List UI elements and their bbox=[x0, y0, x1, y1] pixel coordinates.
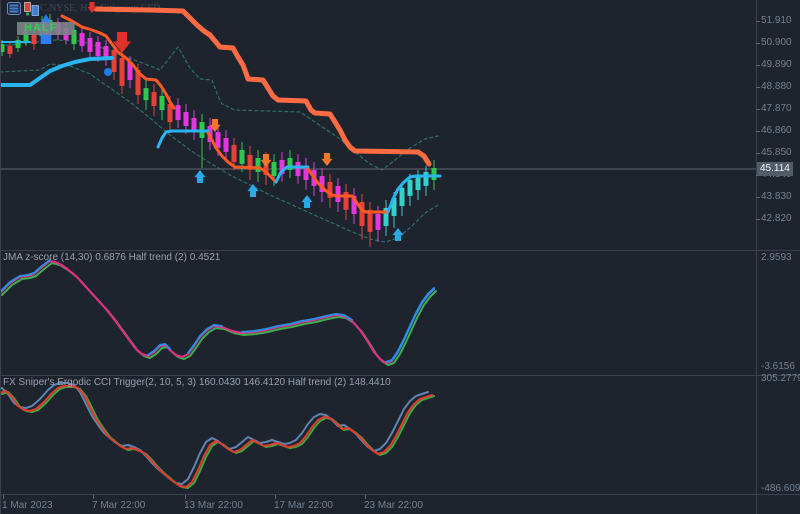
indicator-label-fx-sniper[interactable]: FX Sniper's Ergodic CCI Trigger(2, 10, 5… bbox=[3, 377, 391, 388]
buy-arrow bbox=[194, 170, 206, 183]
time-axis-label: 17 Mar 22:00 bbox=[274, 500, 333, 511]
indicator-axis-max: 305.2779 bbox=[761, 373, 800, 384]
buy-arrow bbox=[247, 184, 259, 197]
sell-arrow bbox=[260, 154, 272, 167]
indicator-axis-min: -486.6095 bbox=[761, 483, 800, 494]
panel-separator[interactable] bbox=[0, 375, 800, 376]
chart-symbol-timeframe: C.NYSE, H bbox=[40, 3, 88, 14]
time-axis-label: 1 Mar 2023 bbox=[2, 500, 53, 511]
sell-arrow bbox=[87, 2, 97, 13]
indicator-label-jma-zscore[interactable]: JMA z-score (14,30) 0.6876 Half trend (2… bbox=[3, 252, 221, 263]
halftrend-label-box: HALF bbox=[17, 22, 74, 35]
price-axis-label: 46.860 bbox=[761, 124, 792, 136]
time-axis-tick bbox=[275, 495, 276, 499]
price-axis-tick bbox=[756, 218, 760, 220]
indicator-axis-min: -3.6156 bbox=[761, 361, 795, 372]
quotes-grid-icon[interactable] bbox=[7, 2, 21, 15]
price-axis-label: 43.830 bbox=[761, 190, 792, 202]
price-axis-label: 45.850 bbox=[761, 146, 792, 158]
time-axis-label: 23 Mar 22:00 bbox=[364, 500, 423, 511]
price-axis-label: 42.820 bbox=[761, 212, 792, 224]
price-axis-tick bbox=[756, 21, 760, 22]
price-axis-tick bbox=[756, 86, 760, 88]
panel-separator[interactable] bbox=[0, 250, 800, 251]
time-axis-border bbox=[0, 494, 800, 495]
chart-left-border bbox=[0, 0, 1, 514]
current-price-badge: 45.114 bbox=[757, 162, 793, 177]
price-axis-label: 47.870 bbox=[761, 102, 792, 114]
price-axis-label: 49.890 bbox=[761, 58, 792, 70]
price-axis-tick bbox=[756, 130, 760, 132]
price-axis-tick bbox=[756, 108, 760, 110]
sell-arrow bbox=[113, 32, 131, 53]
sell-arrow bbox=[321, 153, 333, 166]
halftrend-label: HALF bbox=[24, 22, 58, 34]
time-axis-label: 13 Mar 22:00 bbox=[184, 500, 243, 511]
time-axis-label: 7 Mar 22:00 bbox=[92, 500, 146, 511]
price-axis-label: 51.910 bbox=[761, 15, 792, 26]
price-axis-tick bbox=[756, 42, 760, 44]
time-axis-tick bbox=[93, 495, 94, 499]
time-axis-tick bbox=[365, 495, 366, 499]
chart-bars-icon[interactable] bbox=[24, 2, 39, 16]
price-axis-border bbox=[756, 0, 757, 514]
time-axis-tick bbox=[185, 495, 186, 499]
price-axis-label: 50.900 bbox=[761, 36, 792, 48]
price-axis-tick bbox=[756, 196, 760, 198]
buy-arrow bbox=[392, 228, 404, 241]
buy-arrow bbox=[301, 195, 313, 208]
price-axis-label: 48.880 bbox=[761, 80, 792, 92]
price-axis-tick bbox=[756, 64, 760, 66]
sell-arrow bbox=[209, 119, 221, 132]
price-axis-tick bbox=[756, 152, 760, 154]
time-axis-tick bbox=[3, 495, 4, 499]
indicator-axis-max: 2.9593 bbox=[761, 252, 792, 263]
